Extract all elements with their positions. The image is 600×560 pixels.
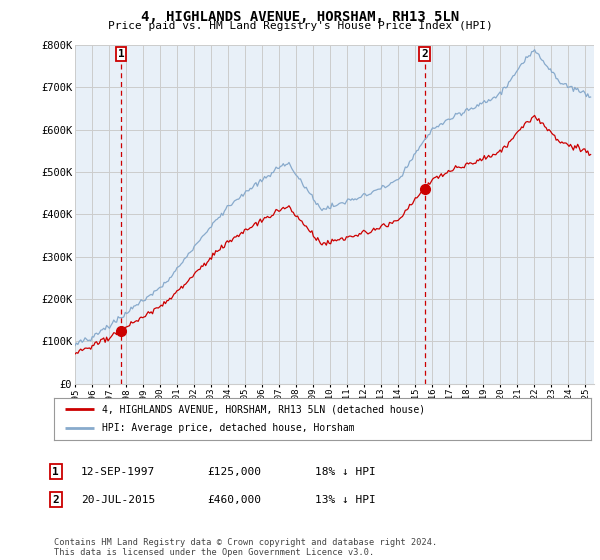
Text: £460,000: £460,000	[207, 494, 261, 505]
Text: £125,000: £125,000	[207, 466, 261, 477]
Text: 1: 1	[52, 466, 59, 477]
Text: 4, HIGHLANDS AVENUE, HORSHAM, RH13 5LN (detached house): 4, HIGHLANDS AVENUE, HORSHAM, RH13 5LN (…	[103, 404, 425, 414]
Text: 2: 2	[52, 494, 59, 505]
Text: HPI: Average price, detached house, Horsham: HPI: Average price, detached house, Hors…	[103, 423, 355, 433]
Text: 20-JUL-2015: 20-JUL-2015	[81, 494, 155, 505]
Text: 4, HIGHLANDS AVENUE, HORSHAM, RH13 5LN: 4, HIGHLANDS AVENUE, HORSHAM, RH13 5LN	[141, 10, 459, 24]
Text: 12-SEP-1997: 12-SEP-1997	[81, 466, 155, 477]
Text: Contains HM Land Registry data © Crown copyright and database right 2024.
This d: Contains HM Land Registry data © Crown c…	[54, 538, 437, 557]
Text: 13% ↓ HPI: 13% ↓ HPI	[315, 494, 376, 505]
Text: Price paid vs. HM Land Registry's House Price Index (HPI): Price paid vs. HM Land Registry's House …	[107, 21, 493, 31]
Text: 1: 1	[118, 49, 124, 59]
Text: 2: 2	[421, 49, 428, 59]
Text: 18% ↓ HPI: 18% ↓ HPI	[315, 466, 376, 477]
